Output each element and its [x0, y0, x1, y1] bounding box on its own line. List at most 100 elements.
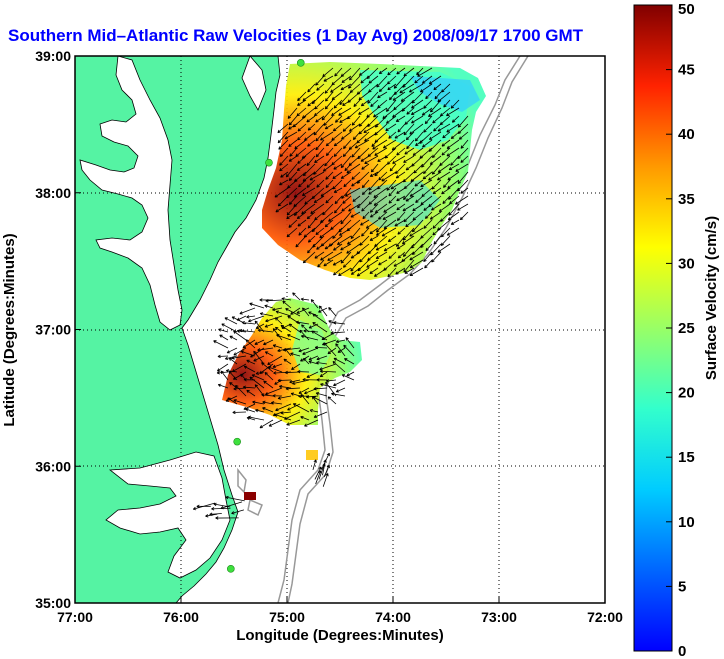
velocity-arrow	[363, 123, 379, 134]
velocity-arrow	[334, 67, 343, 77]
velocity-arrow	[437, 123, 451, 132]
velocity-vectors	[192, 67, 469, 520]
velocity-arrow	[307, 235, 316, 243]
velocity-arrow	[350, 227, 361, 239]
velocity-arrow	[264, 351, 274, 357]
velocity-arrow	[351, 147, 361, 158]
velocity-arrow	[409, 251, 424, 261]
velocity-arrow	[369, 211, 379, 218]
velocity-arrow	[431, 163, 442, 175]
velocity-arrow	[447, 171, 460, 181]
velocity-arrow	[373, 267, 388, 277]
colorbar-tick-label: 0	[678, 643, 686, 659]
colorbar-label: Surface Velocity (cm/s)	[703, 216, 720, 380]
velocity-arrow	[252, 400, 265, 405]
velocity-arrow	[225, 395, 238, 402]
delaware-bay	[241, 56, 267, 111]
velocity-arrow	[288, 219, 298, 228]
velocity-arrow	[307, 243, 316, 254]
velocity-arrow	[284, 131, 298, 140]
velocity-arrow	[361, 187, 370, 196]
velocity-arrow	[322, 473, 329, 487]
velocity-arrow	[448, 163, 460, 171]
velocity-arrow	[406, 107, 415, 115]
velocity-arrow	[315, 115, 325, 123]
velocity-arrow	[403, 187, 415, 201]
velocity-arrow	[324, 219, 334, 228]
velocity-arrow	[343, 344, 355, 357]
velocity-arrow	[428, 131, 442, 140]
velocity-arrow	[340, 243, 352, 251]
velocity-arrow	[358, 91, 370, 101]
velocity-arrow	[338, 107, 352, 116]
velocity-arrow	[414, 179, 424, 187]
velocity-arrow	[412, 211, 424, 221]
velocity-arrow	[360, 219, 370, 226]
velocity-arrow	[192, 502, 216, 511]
velocity-arrow	[288, 155, 298, 162]
velocity-arrow	[249, 302, 265, 309]
velocity-arrow	[309, 171, 325, 181]
velocity-arrow	[277, 395, 292, 400]
velocity-arrow	[267, 355, 283, 365]
velocity-arrow	[424, 211, 433, 219]
velocity-arrow	[413, 163, 424, 174]
velocity-arrow	[415, 195, 424, 203]
velocity-arrow	[335, 339, 346, 344]
velocity-arrow	[428, 107, 442, 117]
velocity-arrow	[316, 378, 328, 382]
velocity-arrow	[325, 381, 337, 397]
velocity-arrow	[446, 147, 460, 157]
velocity-arrow	[303, 329, 319, 333]
velocity-arrow	[288, 115, 298, 126]
map-plot-area	[75, 56, 605, 603]
velocity-arrow	[344, 163, 352, 172]
velocity-arrow	[308, 355, 319, 361]
velocity-arrow	[280, 171, 289, 178]
velocity-arrow	[292, 403, 310, 413]
velocity-arrow	[307, 83, 316, 93]
colorbar-tick-label: 45	[678, 62, 695, 79]
velocity-arrow	[358, 67, 370, 76]
velocity-arrow	[315, 227, 325, 236]
velocity-arrow	[274, 413, 292, 421]
velocity-arrow	[381, 171, 397, 182]
velocity-arrow	[312, 396, 328, 405]
y-tick-label: 36:00	[35, 458, 71, 474]
velocity-arrow	[378, 67, 388, 75]
velocity-arrow	[460, 139, 469, 149]
velocity-arrow	[296, 107, 307, 117]
velocity-arrow	[275, 203, 289, 213]
velocity-arrow	[318, 305, 328, 317]
velocity-arrow	[457, 115, 469, 128]
velocity-arrow	[340, 251, 352, 264]
velocity-arrow	[381, 227, 397, 237]
velocity-arrow	[272, 328, 283, 341]
velocity-arrow	[316, 361, 328, 365]
bathymetry-contours	[237, 56, 529, 603]
velocity-arrow	[290, 392, 301, 397]
velocity-arrow	[341, 187, 352, 199]
velocity-arrow	[432, 219, 442, 229]
velocity-arrow	[272, 344, 283, 349]
velocity-arrow	[297, 155, 307, 164]
velocity-arrow	[361, 163, 370, 170]
velocity-arrow	[433, 235, 442, 245]
velocity-arrow	[296, 163, 307, 171]
velocity-arrow	[265, 387, 283, 396]
velocity-arrow	[450, 155, 460, 166]
velocity-arrow	[259, 419, 274, 429]
velocity-arrow	[335, 343, 346, 357]
velocity-arrow	[403, 67, 415, 77]
velocity-arrow	[245, 339, 256, 349]
velocity-arrow	[322, 459, 327, 476]
velocity-arrow	[224, 355, 238, 360]
velocity-arrow	[245, 408, 256, 413]
velocity-arrow	[369, 235, 379, 241]
velocity-arrow	[264, 304, 274, 309]
velocity-arrow	[280, 324, 292, 333]
velocity-arrow	[368, 195, 379, 205]
velocity-arrow	[285, 308, 301, 317]
station-marker	[265, 158, 273, 167]
velocity-arrow	[306, 155, 316, 167]
